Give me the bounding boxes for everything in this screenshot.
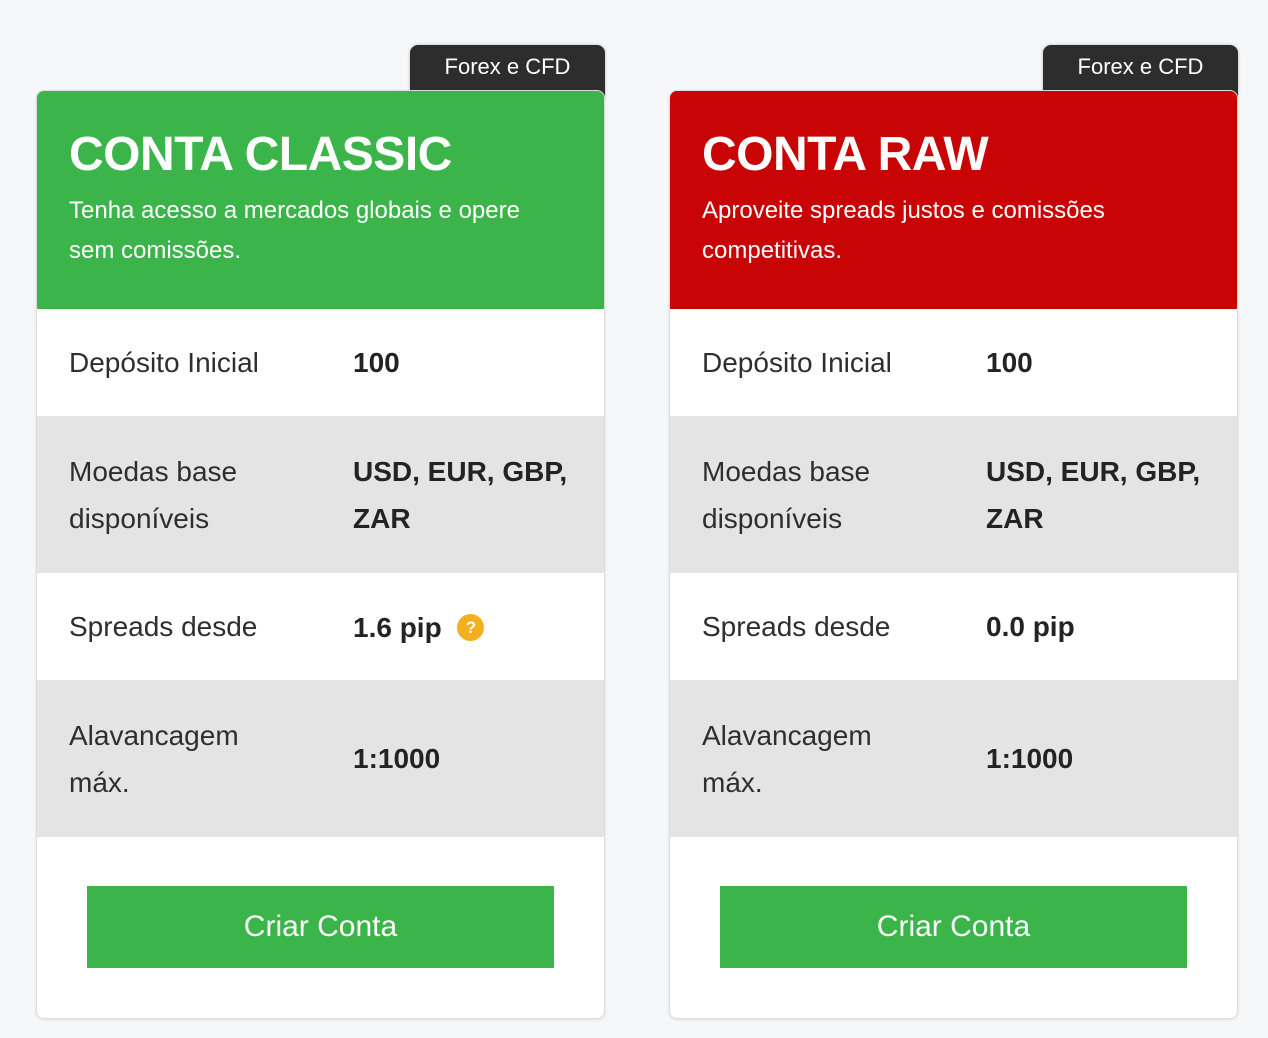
card-subtitle: Aproveite spreads justos e comissões com… [702,197,1105,264]
table-row-currencies: Moedas base disponíveis USD, EUR, GBP, Z… [670,416,1237,573]
card-subtitle: Tenha acesso a mercados globais e opere … [69,197,520,264]
table-row-leverage: Alavancagem máx. 1:1000 [670,680,1237,837]
forex-cfd-tab[interactable]: Forex e CFD [410,45,605,97]
card-header-raw: CONTA RAW Aproveite spreads justos e com… [670,91,1237,309]
help-icon[interactable]: ? [457,614,485,642]
table-row-deposit: Depósito Inicial 100 [670,309,1237,416]
row-label: Spreads desde [702,611,891,642]
forex-cfd-tab[interactable]: Forex e CFD [1043,45,1238,97]
table-row-spreads: Spreads desde 0.0 pip [670,573,1237,680]
row-value: 100 [353,347,400,378]
table-row-leverage: Alavancagem máx. 1:1000 [37,680,604,837]
card-header-classic: CONTA CLASSIC Tenha acesso a mercados gl… [37,91,604,309]
row-label: Depósito Inicial [702,347,892,378]
table-row-currencies: Moedas base disponíveis USD, EUR, GBP, Z… [37,416,604,573]
row-value: 1:1000 [986,743,1074,774]
row-label: Moedas base disponíveis [69,455,238,534]
row-label: Depósito Inicial [69,347,259,378]
card-title: CONTA CLASSIC [69,128,452,181]
table-row-deposit: Depósito Inicial 100 [37,309,604,416]
row-value: USD, EUR, GBP, ZAR [353,455,568,534]
table-row-spreads: Spreads desde 1.6 pip ? [37,573,604,680]
card-footer: Criar Conta [37,837,604,1018]
row-value: USD, EUR, GBP, ZAR [986,455,1201,534]
row-label: Alavancagem máx. [69,719,239,798]
plan-column-raw: Forex e CFD CONTA RAW Aproveite spreads … [669,45,1238,1019]
create-account-button-raw[interactable]: Criar Conta [720,886,1187,968]
row-label: Alavancagem máx. [702,719,872,798]
row-value: 1:1000 [353,743,441,774]
row-value: 0.0 pip [986,611,1075,642]
card-title: CONTA RAW [702,128,989,181]
row-label: Spreads desde [69,611,258,642]
row-value-text: 1.6 pip [353,612,442,644]
forex-cfd-tab-label: Forex e CFD [1077,53,1204,79]
forex-cfd-tab-label: Forex e CFD [444,53,571,79]
account-card-classic: CONTA CLASSIC Tenha acesso a mercados gl… [36,90,605,1019]
row-label: Moedas base disponíveis [702,455,871,534]
plan-column-classic: Forex e CFD CONTA CLASSIC Tenha acesso a… [36,45,605,1019]
create-account-button-classic[interactable]: Criar Conta [87,886,554,968]
row-value: 100 [986,347,1033,378]
card-footer: Criar Conta [670,837,1237,1018]
row-value: 1.6 pip ? [353,602,572,651]
account-card-raw: CONTA RAW Aproveite spreads justos e com… [669,90,1238,1019]
